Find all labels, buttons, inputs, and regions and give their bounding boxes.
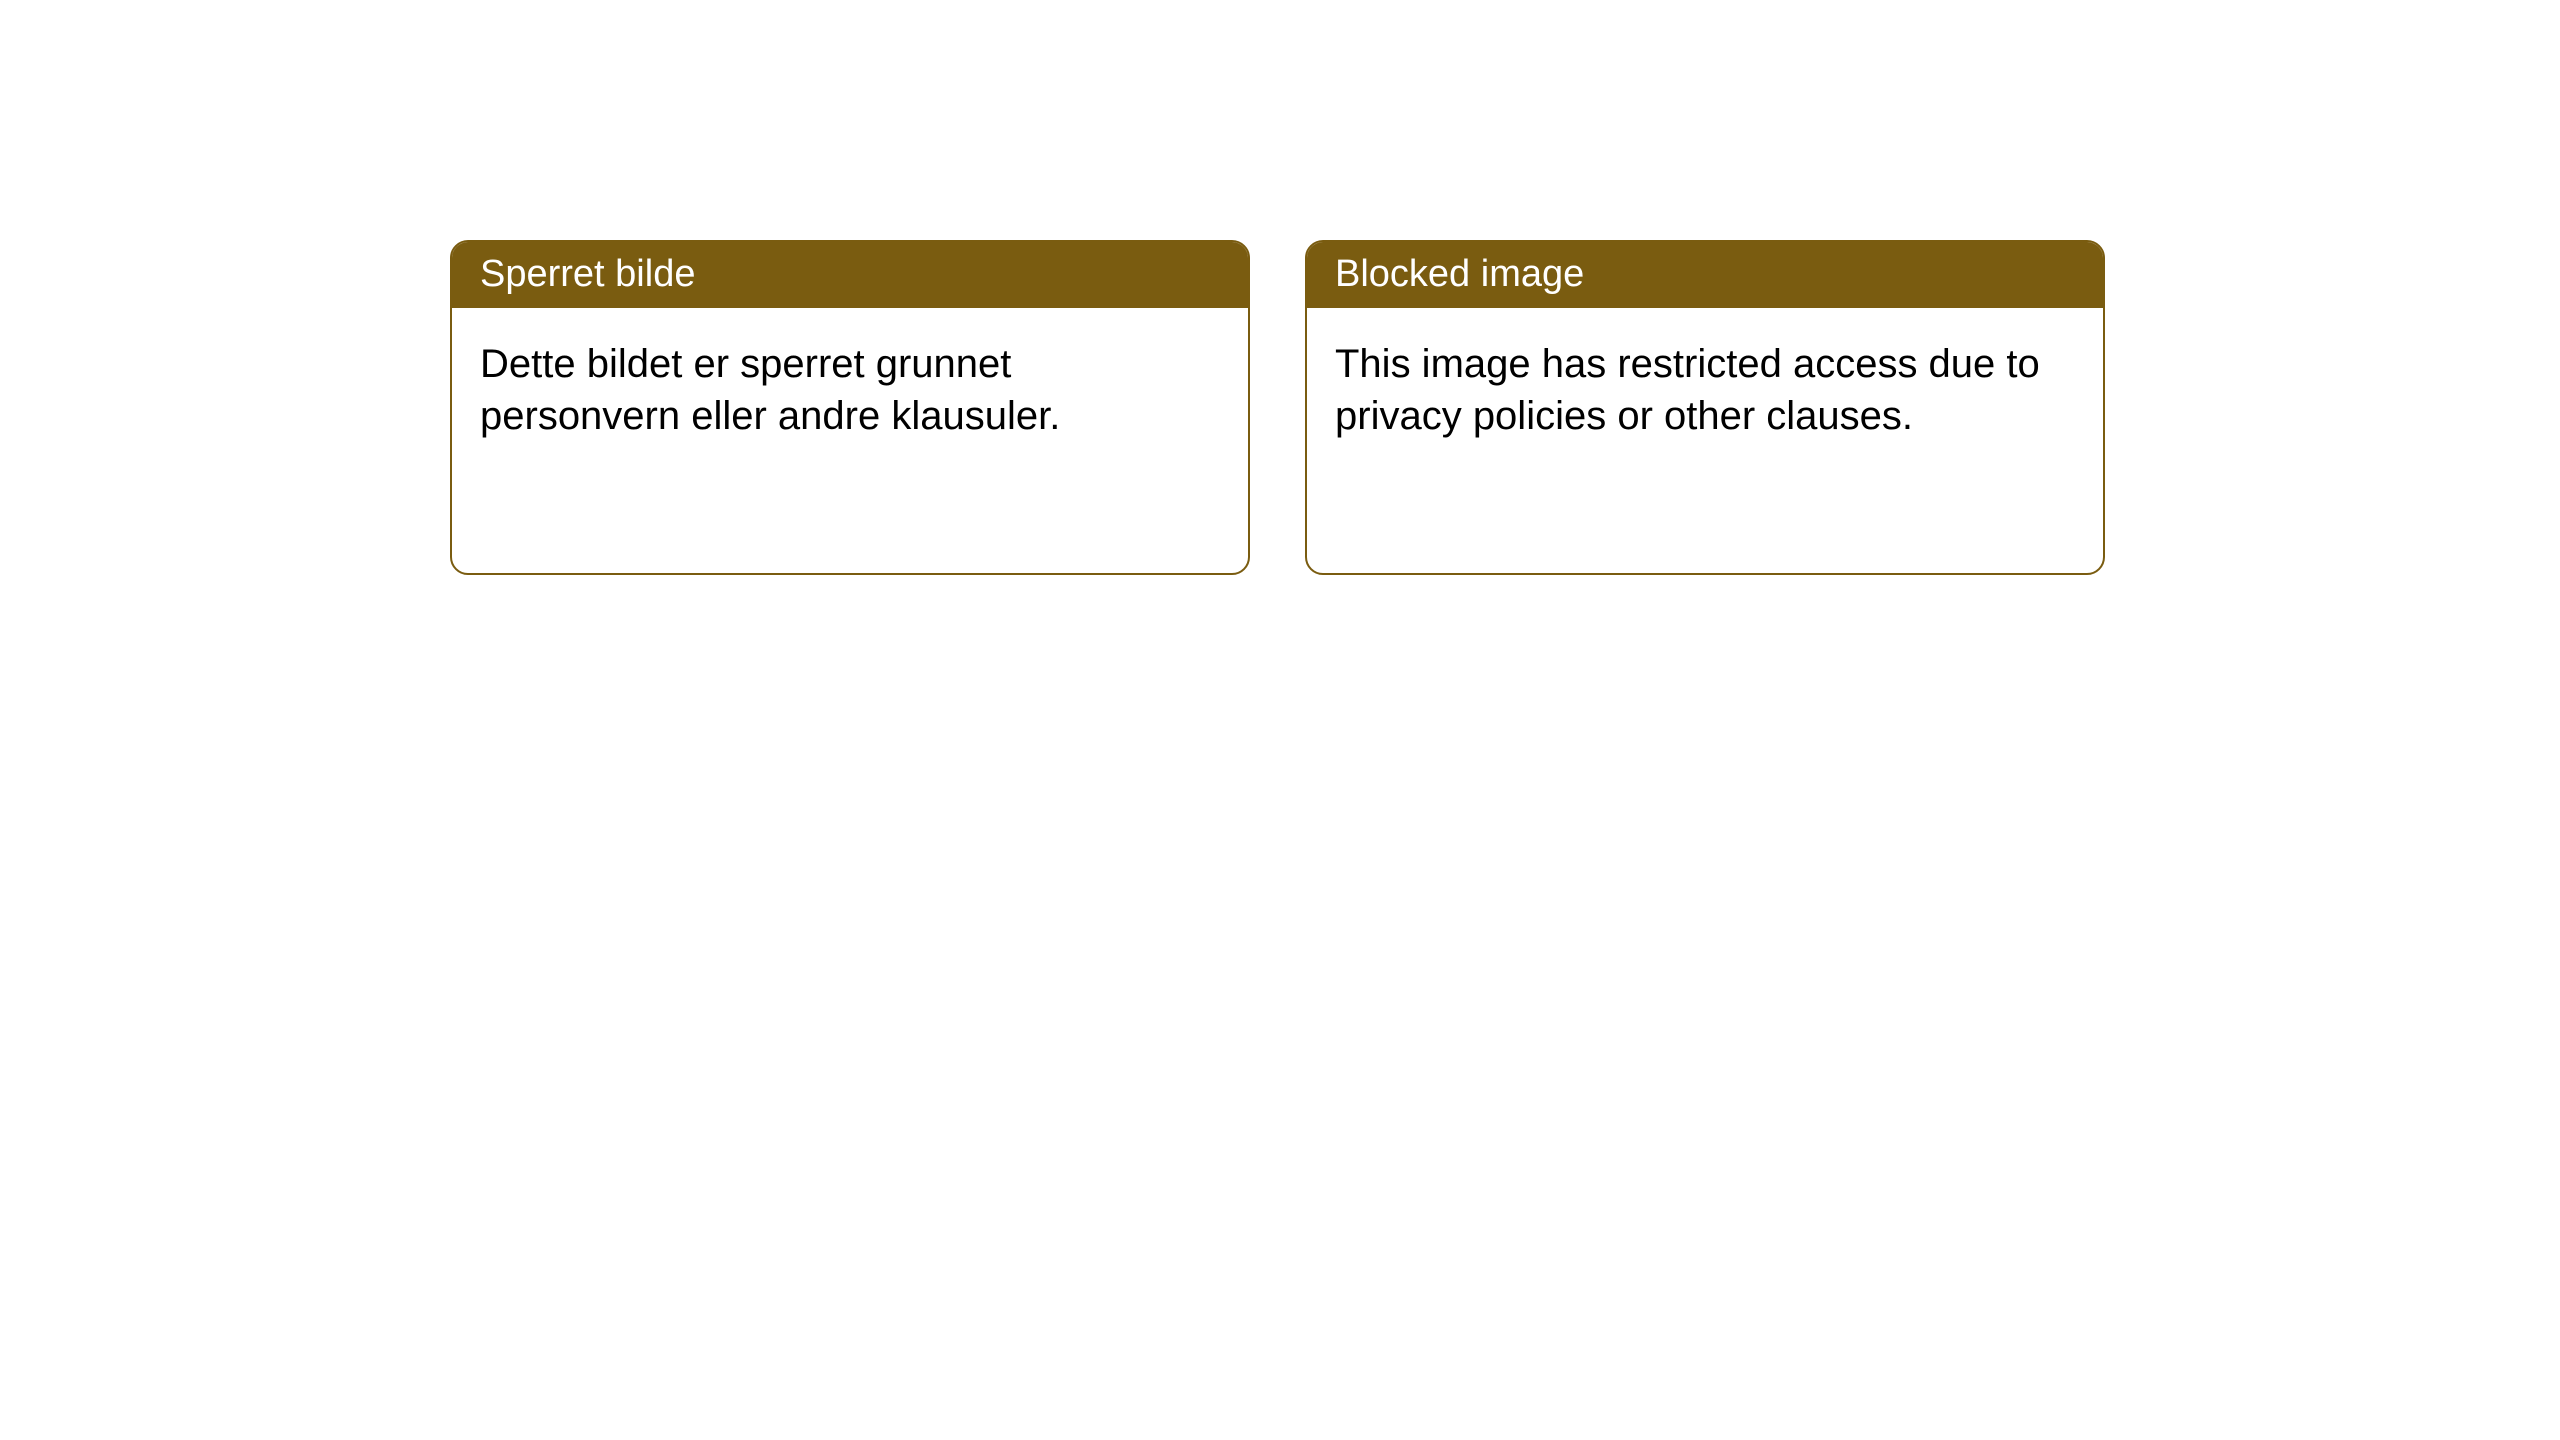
notice-body-text: Dette bildet er sperret grunnet personve… <box>480 342 1060 438</box>
notice-title: Sperret bilde <box>480 253 695 295</box>
notice-body-text: This image has restricted access due to … <box>1335 342 2040 438</box>
notice-body: This image has restricted access due to … <box>1307 308 2103 472</box>
notice-title: Blocked image <box>1335 253 1584 295</box>
notice-container: Sperret bilde Dette bildet er sperret gr… <box>450 240 2105 575</box>
notice-header: Blocked image <box>1307 242 2103 308</box>
notice-box-norwegian: Sperret bilde Dette bildet er sperret gr… <box>450 240 1250 575</box>
notice-box-english: Blocked image This image has restricted … <box>1305 240 2105 575</box>
notice-body: Dette bildet er sperret grunnet personve… <box>452 308 1248 472</box>
notice-header: Sperret bilde <box>452 242 1248 308</box>
